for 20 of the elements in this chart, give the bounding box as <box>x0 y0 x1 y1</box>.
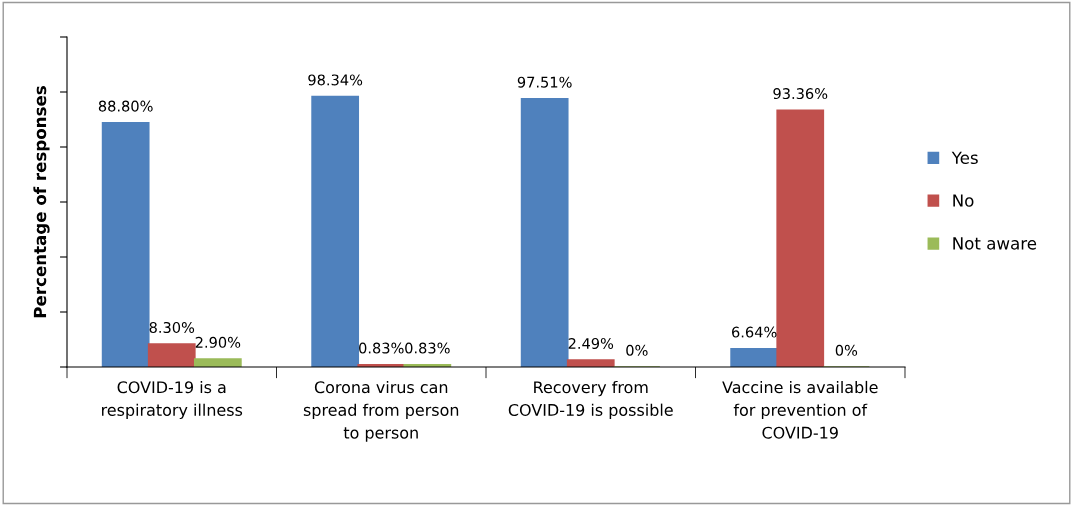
data-label: 6.64% <box>732 326 777 338</box>
x-tick-label: Corona virus can spread from person to person <box>303 380 459 442</box>
data-label: 88.80% <box>98 100 153 112</box>
data-label: 0.83% <box>359 342 404 354</box>
x-tick-label: COVID-19 is a respiratory illness <box>102 380 243 420</box>
data-label: 98.34% <box>308 74 363 86</box>
legend-label: No <box>953 194 974 207</box>
y-axis-title: Percentage of responses <box>33 86 50 318</box>
data-label: 93.36% <box>773 88 828 100</box>
data-label: 0% <box>626 344 648 356</box>
data-label: 0.83% <box>405 342 450 354</box>
data-label: 2.90% <box>195 336 241 348</box>
data-label: 8.30% <box>149 321 195 334</box>
legend-label: Yes <box>951 151 978 165</box>
x-tick-label: Vaccine is available for prevention of COVID-19 <box>722 380 878 439</box>
legend-label: Not aware <box>953 237 1037 250</box>
data-label: 2.49% <box>568 337 614 349</box>
data-label: 97.51% <box>517 76 572 88</box>
x-tick-label: Recovery from COVID-19 is possible <box>508 380 673 420</box>
data-label: 0% <box>835 344 858 356</box>
